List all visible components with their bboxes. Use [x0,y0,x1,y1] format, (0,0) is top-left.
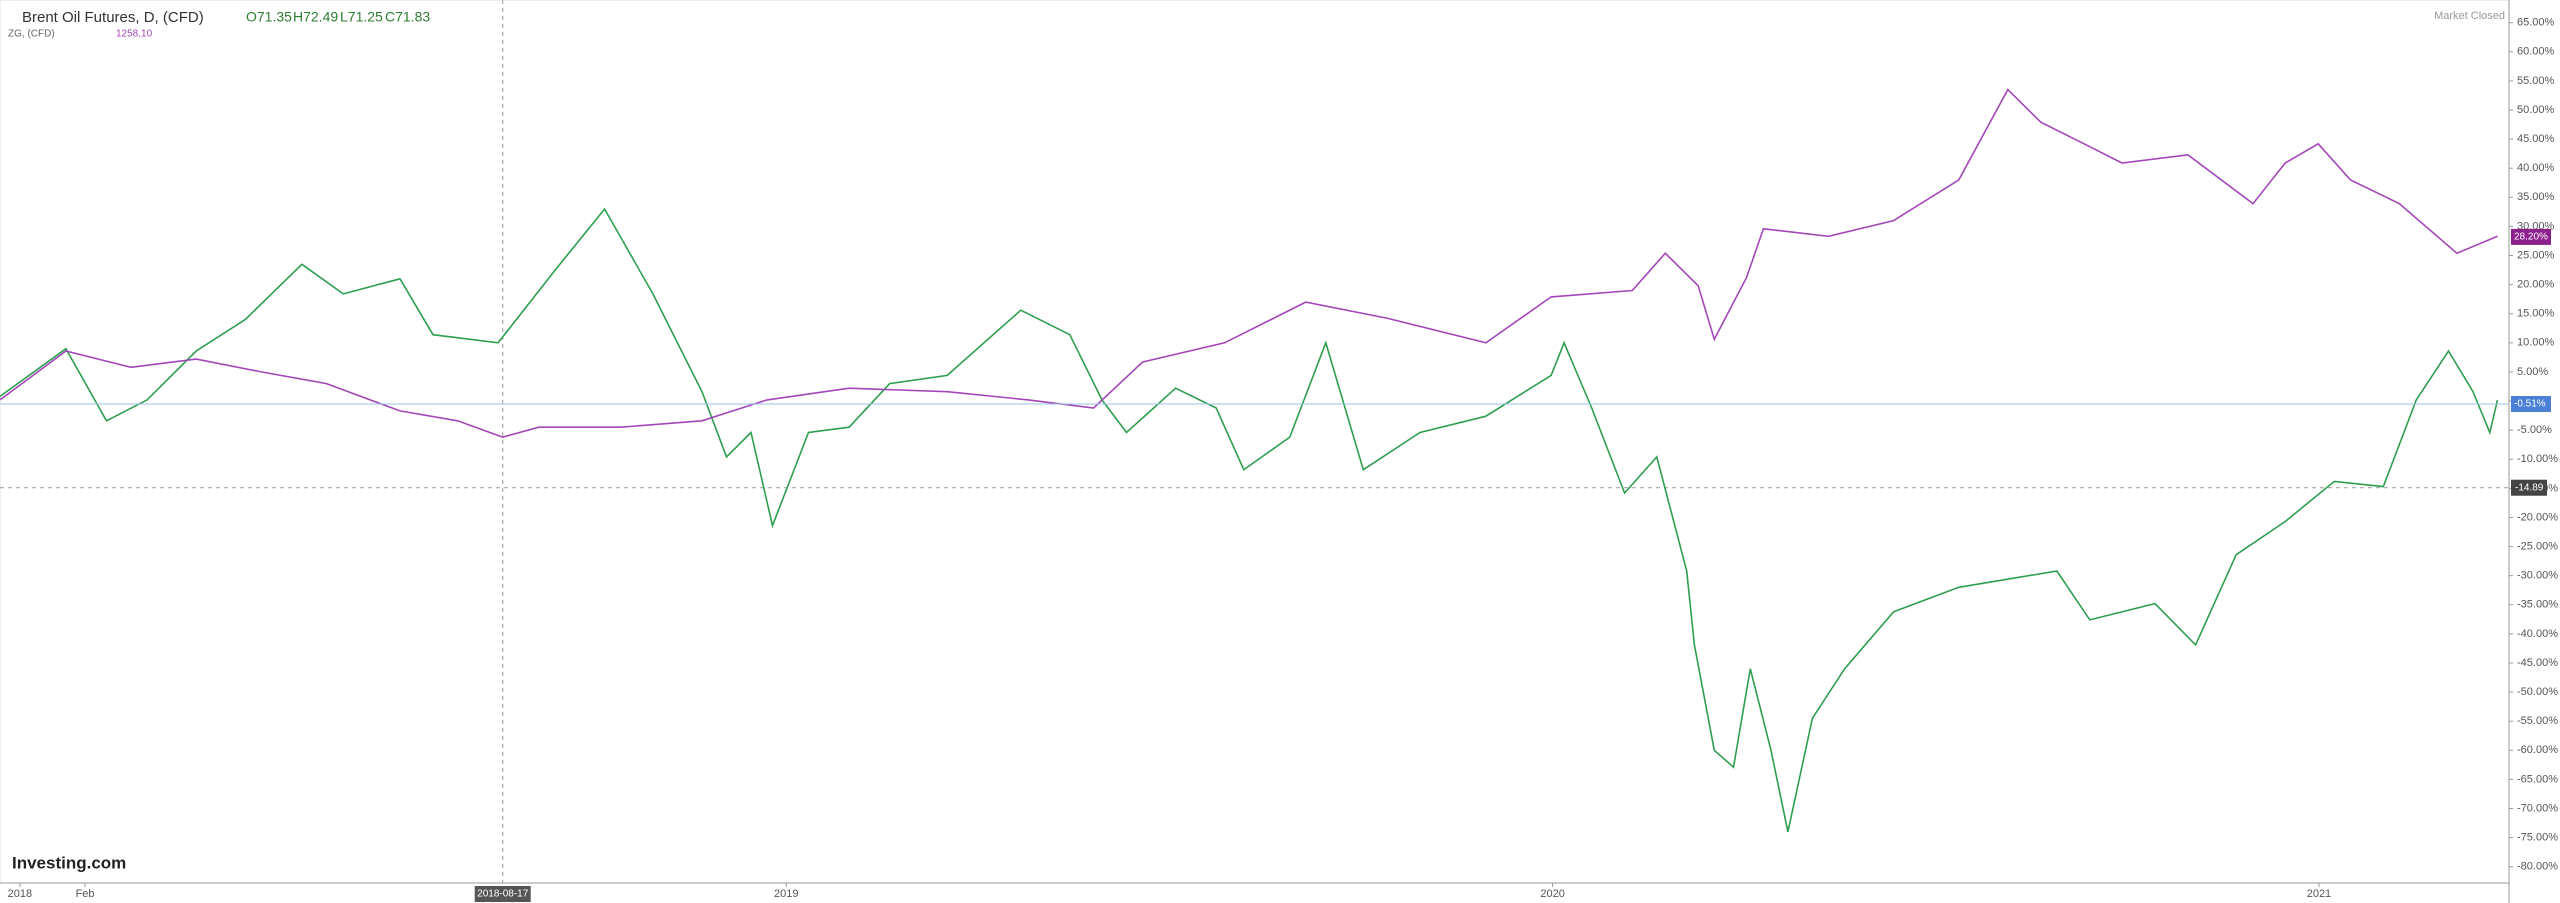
y-tick-label: -20.00% [2517,511,2558,523]
x-tick-label: 2021 [2307,888,2331,900]
chart-title: Brent Oil Futures, D, (CFD) [22,9,204,26]
ohlc-low: L71.25 [340,9,383,25]
logo: Investing.com [12,853,126,872]
compare-label: ZG, (CFD) [8,29,55,40]
y-tick-label: -5.00% [2517,424,2552,436]
x-tick-label: 2020 [1540,888,1564,900]
y-tick-label: 65.00% [2517,17,2555,29]
y-tick-label: -55.00% [2517,715,2558,727]
y-tick-label: -65.00% [2517,773,2558,785]
y-tick-label: 50.00% [2517,104,2555,116]
crosshair-y-label: -14.89 [2515,482,2544,493]
y-tick-label: -40.00% [2517,628,2558,640]
y-tick-label: -25.00% [2517,540,2558,552]
crosshair-x-box [474,886,531,902]
plot-frame [0,0,2510,884]
compare-value: 1258.10 [116,29,153,40]
y-tick-label: 5.00% [2517,366,2548,378]
ohlc-close: C71.83 [385,9,430,25]
y-tick-label: -80.00% [2517,861,2558,873]
price-box [2511,396,2551,413]
y-tick-label: -35.00% [2517,599,2558,611]
y-tick-label: -45.00% [2517,657,2558,669]
ohlc-high: H72.49 [293,9,338,25]
y-tick-label: 20.00% [2517,279,2555,291]
y-tick-label: -75.00% [2517,832,2558,844]
crosshair-y-box [2511,479,2547,496]
price-label: 28.20% [2514,232,2548,243]
ohlc-open: O71.35 [246,9,292,25]
series-line [0,88,2498,438]
y-tick-label: 25.00% [2517,249,2555,261]
y-tick-label: -10.00% [2517,453,2558,465]
y-tick-label: -50.00% [2517,686,2558,698]
y-tick-label: 60.00% [2517,46,2555,58]
y-tick-label: -70.00% [2517,802,2558,814]
crosshair-x-label: 2018-08-17 [477,889,529,900]
series-line [0,207,2499,832]
y-tick-label: 55.00% [2517,75,2555,87]
y-tick-label: -60.00% [2517,744,2558,756]
y-tick-label: 40.00% [2517,162,2555,174]
x-tick-label: 2018 [8,888,32,900]
y-tick-label: -30.00% [2517,570,2558,582]
x-tick-label: 2019 [774,888,798,900]
price-label: -0.51% [2514,399,2546,410]
y-tick-label: 35.00% [2517,191,2555,203]
y-tick-label: 15.00% [2517,308,2555,320]
x-tick-label: Feb [76,888,95,900]
market-status: Market Closed [2434,10,2505,22]
price-box [2511,228,2551,245]
y-tick-label: 10.00% [2517,337,2555,349]
y-tick-label: 45.00% [2517,133,2555,145]
